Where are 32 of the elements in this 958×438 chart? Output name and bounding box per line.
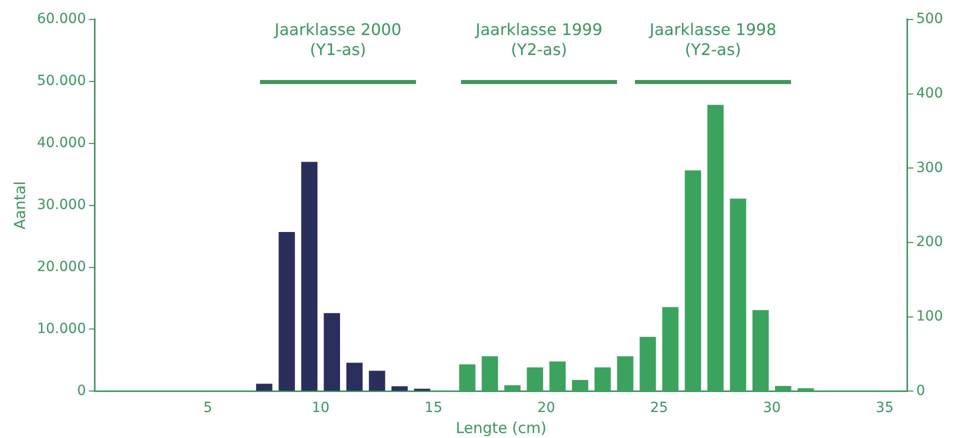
annotation: Jaarklasse 2000 (Y1-as) — [272, 20, 402, 60]
y-tick-label: 10.000 — [36, 320, 86, 337]
annotation: Jaarklasse 1998 (Y2-as) — [648, 20, 778, 60]
x-tick-label: 30 — [762, 400, 781, 416]
x-tick-label: 20 — [537, 400, 556, 416]
bar — [391, 386, 408, 391]
annotation: Jaarklasse 1999 (Y2-as) — [474, 20, 604, 60]
x-tick-label: 15 — [424, 400, 442, 416]
y-tick-label: 20.000 — [36, 258, 86, 275]
x-tick-label: 5 — [203, 400, 212, 416]
x-tick-label: 10 — [312, 400, 330, 416]
y2-tick-label: 400 — [916, 85, 944, 102]
y-tick-label: 40.000 — [36, 134, 86, 151]
bar — [368, 370, 386, 391]
x-axis-title: Lengte (cm) — [456, 418, 547, 437]
bar — [324, 313, 340, 391]
x-tick-label: 35 — [876, 400, 894, 416]
bar — [301, 162, 318, 391]
bar — [256, 384, 272, 391]
y2-tick-label: 200 — [916, 234, 944, 250]
y-tick-label: 50.000 — [36, 73, 86, 90]
bar — [278, 232, 295, 391]
y-tick-label: 0 — [77, 382, 86, 399]
y2-tick-label: 0 — [916, 382, 926, 399]
y2-tick-label: 300 — [916, 160, 944, 176]
y2-tick-label: 500 — [916, 11, 944, 28]
y-tick-label: 60.000 — [36, 11, 86, 28]
y-tick-label: 30.000 — [36, 196, 86, 213]
y-axis-title: Aantal — [10, 181, 29, 230]
x-tick-label: 25 — [650, 400, 668, 416]
bar — [346, 362, 363, 391]
y2-tick-label: 100 — [916, 308, 944, 324]
